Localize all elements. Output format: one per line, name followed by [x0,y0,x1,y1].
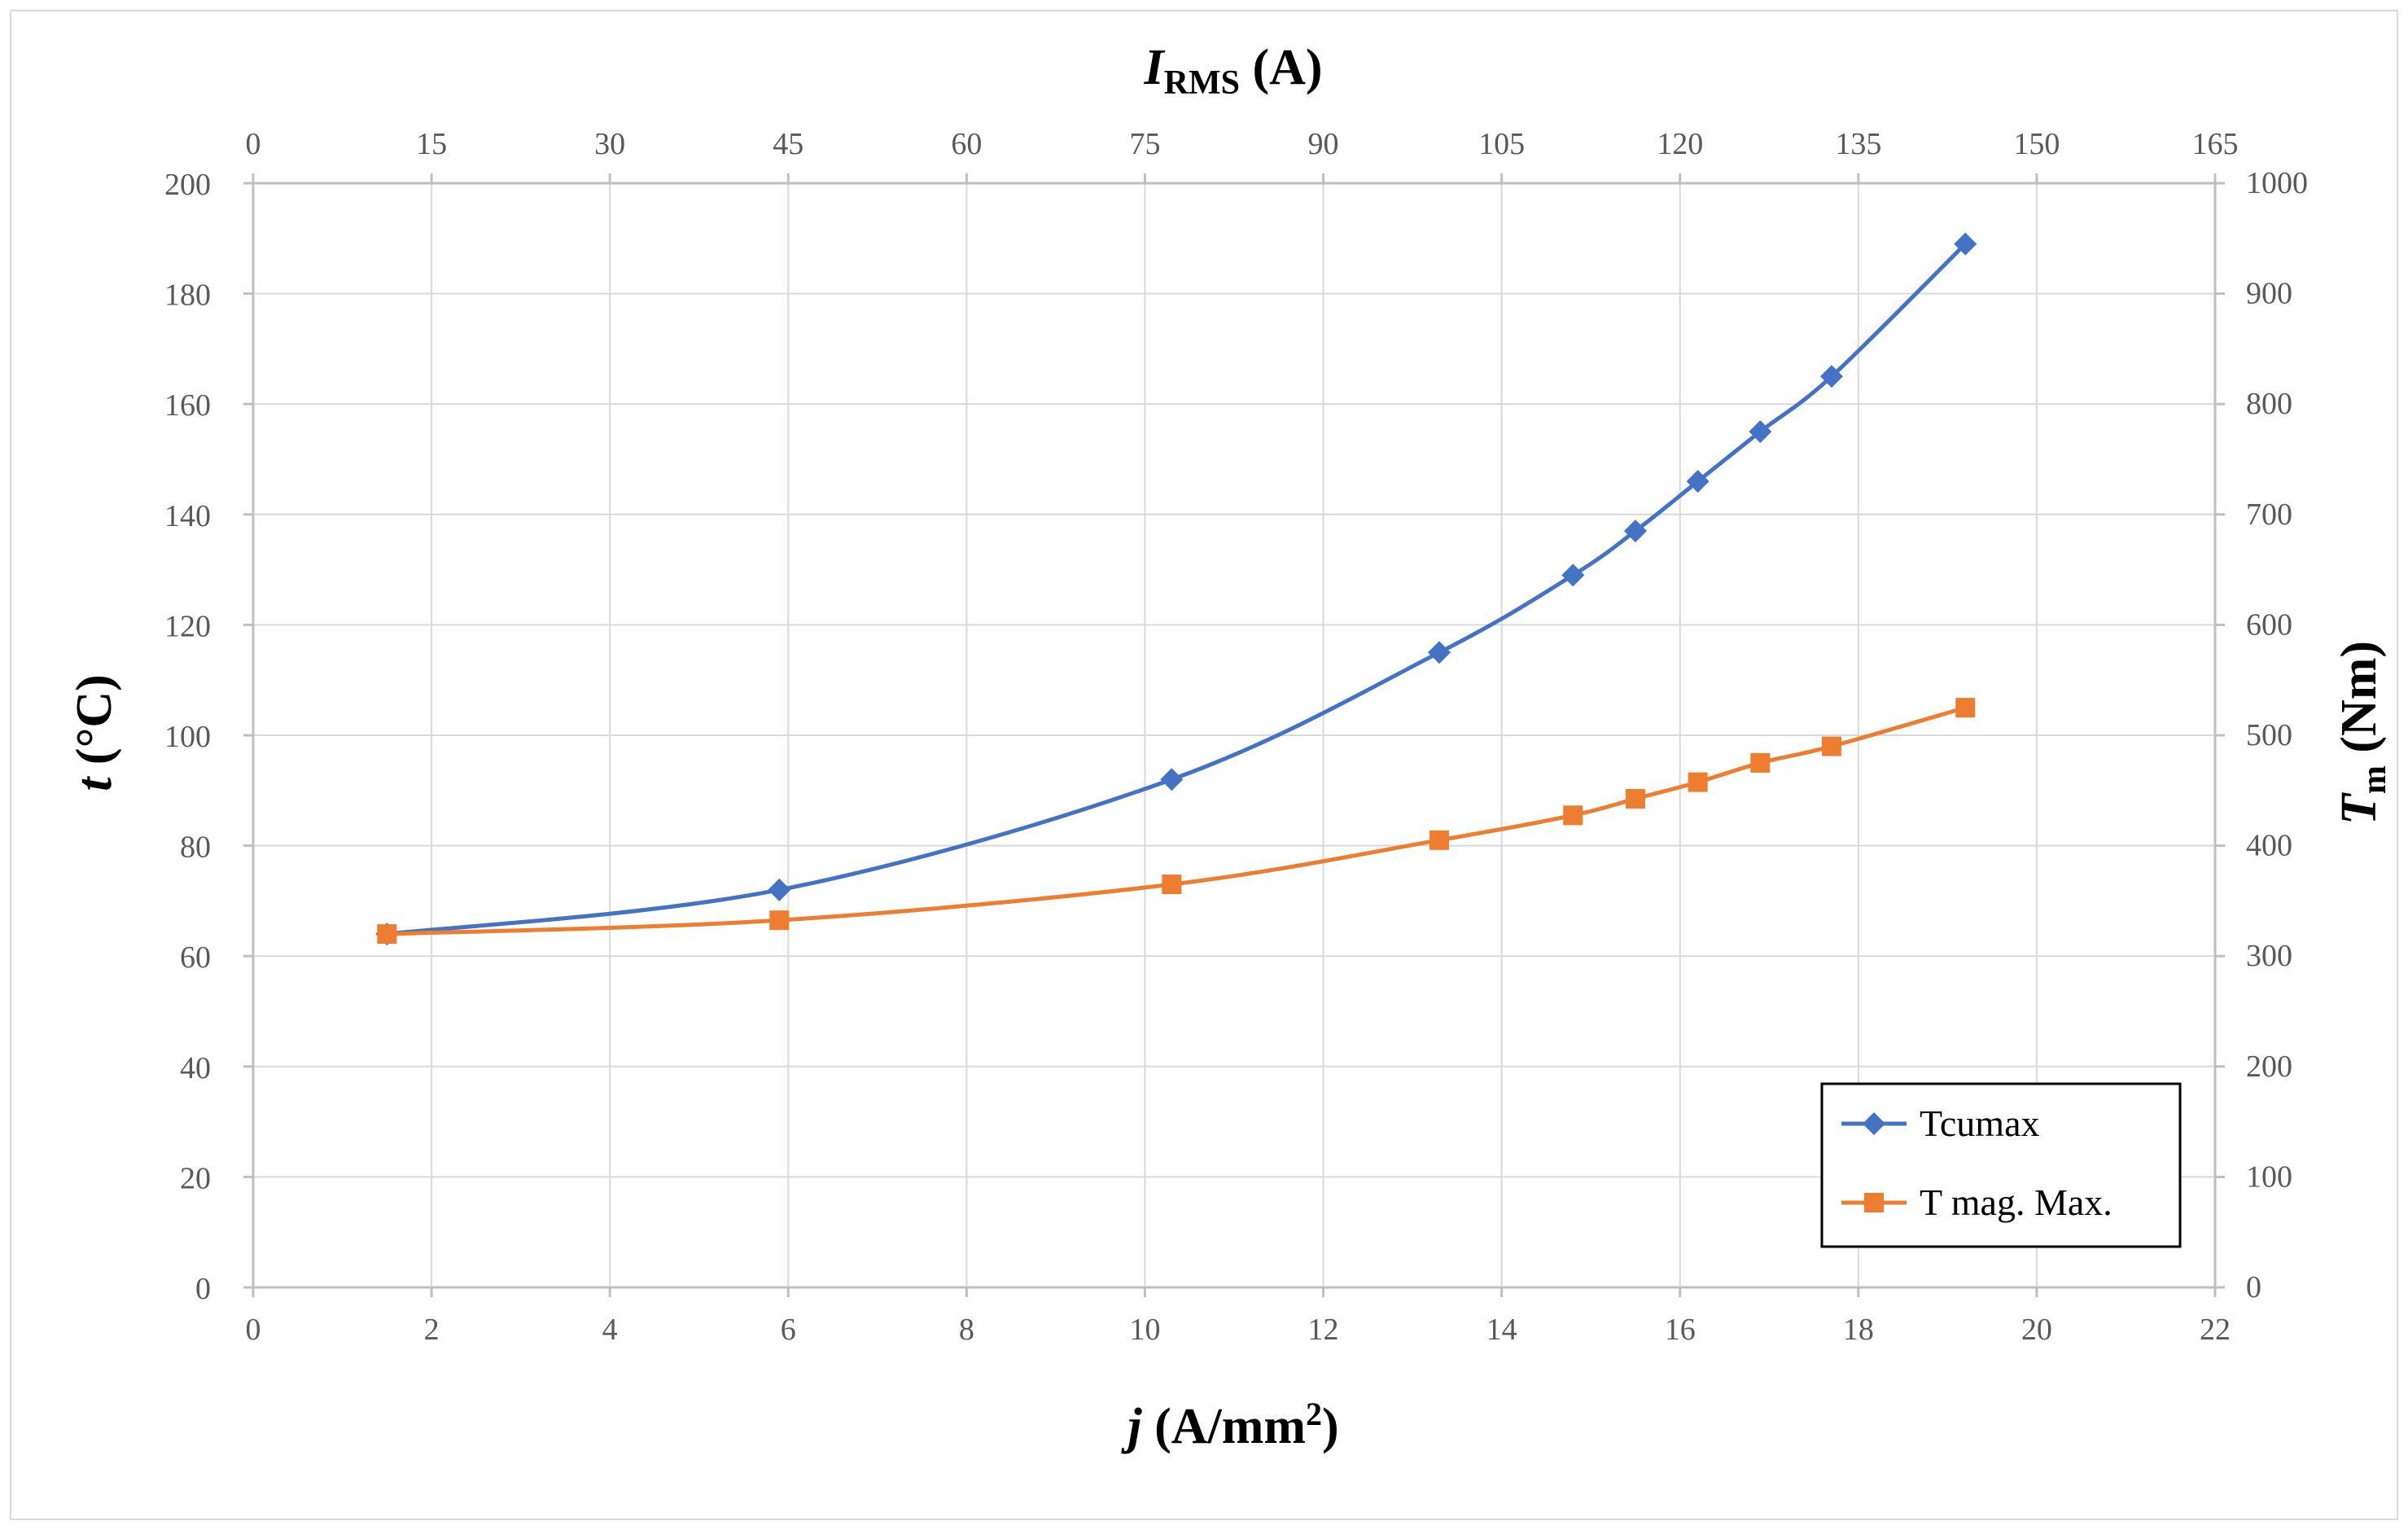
series [375,232,1977,946]
x2-tick-label: 90 [1308,127,1339,161]
x2-tick-label: 135 [1835,127,1881,161]
bottom-axis-title: j (A/mm2) [1120,1396,1338,1454]
bottom-axis-title-unit: (A/mm [1142,1399,1306,1454]
legend-label-tcumax: Tcumax [1920,1103,2040,1144]
bottom-axis-title-close: ) [1322,1399,1339,1454]
x-tick-label: 10 [1129,1313,1160,1347]
x-tick-label: 14 [1486,1313,1517,1347]
legend-box [1820,1082,2182,1248]
data-point-tcumax [1686,470,1710,493]
x2-tick-label: 0 [246,127,261,161]
data-point-t-mag-max [1563,805,1583,826]
y-tick-label: 60 [180,940,211,975]
series-line-tcumax [387,242,1968,936]
y2-tick-label: 400 [2246,829,2292,863]
x-tick-label: 22 [2200,1313,2231,1347]
data-point-t-mag-max [1688,772,1708,792]
series-line-t-mag-max [387,705,1966,936]
data-point-tcumax [1427,641,1451,664]
y-tick-label: 200 [164,168,211,202]
data-point-t-mag-max [377,924,397,945]
data-point-tcumax [1819,365,1843,388]
legend: Tcumax T mag. Max. [1820,1082,2182,1248]
data-point-t-mag-max [1821,736,1841,756]
y2-tick-label: 600 [2246,607,2292,642]
data-point-t-mag-max [1162,875,1182,895]
data-point-t-mag-max [1955,698,1976,718]
y-tick-label: 180 [164,278,211,313]
y2-tick-label: 800 [2246,387,2292,421]
data-point-tcumax [1954,232,1977,256]
x-tick-label: 18 [1843,1313,1874,1347]
right-axis-title-subscript: m [2356,765,2393,794]
data-point-t-mag-max [1750,752,1771,773]
top-axis-title: IRMS (A) [1143,40,1322,102]
x-tick-label: 0 [246,1313,261,1347]
legend-marker-tcumax [1863,1112,1885,1135]
x2-tick-label: 75 [1129,127,1160,161]
left-axis-title: t (°C) [67,674,122,791]
y-tick-label: 100 [164,720,211,754]
data-point-tcumax [768,878,791,901]
top-axis-title-unit: (A) [1240,40,1323,95]
data-point-tcumax [1623,519,1647,543]
right-axis-title-symbol: T [2331,792,2387,825]
x2-tick-label: 45 [773,127,803,161]
x-tick-label: 16 [1665,1313,1696,1347]
x2-tick-label: 165 [2192,127,2239,161]
right-axis-title-unit: (Nm) [2331,641,2387,765]
data-point-tcumax [1561,563,1585,587]
y2-tick-label: 100 [2246,1160,2292,1194]
chart-frame [10,10,2398,1520]
x2-tick-label: 105 [1478,127,1525,161]
x2-tick-label: 120 [1657,127,1703,161]
bottom-axis-title-symbol: j [1120,1399,1142,1454]
data-point-t-mag-max [769,910,790,931]
y2-tick-label: 900 [2246,277,2292,311]
bottom-axis-title-superscript: 2 [1306,1396,1322,1432]
left-axis-title-symbol: t [67,776,122,791]
x-tick-label: 6 [781,1313,796,1347]
x-tick-label: 20 [2021,1313,2052,1347]
y-tick-label: 80 [180,831,211,865]
y-tick-label: 0 [195,1272,211,1306]
top-axis-title-symbol: I [1143,40,1165,95]
legend-entry-tmag: T mag. Max. [1841,1181,2112,1223]
y2-tick-label: 700 [2246,498,2292,532]
y2-tick-label: 500 [2246,718,2292,752]
x-tick-label: 2 [424,1313,440,1347]
data-point-tcumax [1749,420,1772,444]
data-point-tcumax [1160,768,1184,791]
data-point-t-mag-max [1625,788,1645,809]
right-axis-title: Tm (Nm) [2331,641,2393,825]
tick-labels: 0 2 4 6 8 10 12 14 16 18 20 22 0 15 30 45 60 75 90 105 120 13… [164,127,2308,1347]
x-tick-label: 4 [602,1313,618,1347]
y2-tick-label: 300 [2246,939,2292,973]
y-tick-label: 140 [164,499,211,533]
legend-marker-tmag [1864,1193,1884,1212]
y2-tick-label: 1000 [2246,166,2308,200]
left-axis-title-unit: (°C) [67,674,122,777]
y2-tick-label: 200 [2246,1050,2292,1084]
y-tick-label: 120 [164,609,211,643]
y-tick-label: 20 [180,1161,211,1195]
y-tick-label: 40 [180,1051,211,1085]
y2-tick-label: 0 [2246,1270,2261,1304]
x2-tick-label: 30 [594,127,625,161]
y-tick-label: 160 [164,388,211,423]
x2-tick-label: 15 [416,127,447,161]
legend-entry-tcumax: Tcumax [1841,1103,2040,1144]
x-tick-label: 12 [1308,1313,1339,1347]
data-point-t-mag-max [1429,830,1449,850]
legend-label-tmag: T mag. Max. [1920,1181,2112,1223]
series-t-mag-max [377,698,1976,945]
x2-tick-label: 60 [951,127,982,161]
series-tcumax [375,232,1977,946]
x-tick-label: 8 [959,1313,974,1347]
top-axis-title-subscript: RMS [1164,64,1240,102]
x2-tick-label: 150 [2013,127,2060,161]
axes [243,173,2225,1297]
